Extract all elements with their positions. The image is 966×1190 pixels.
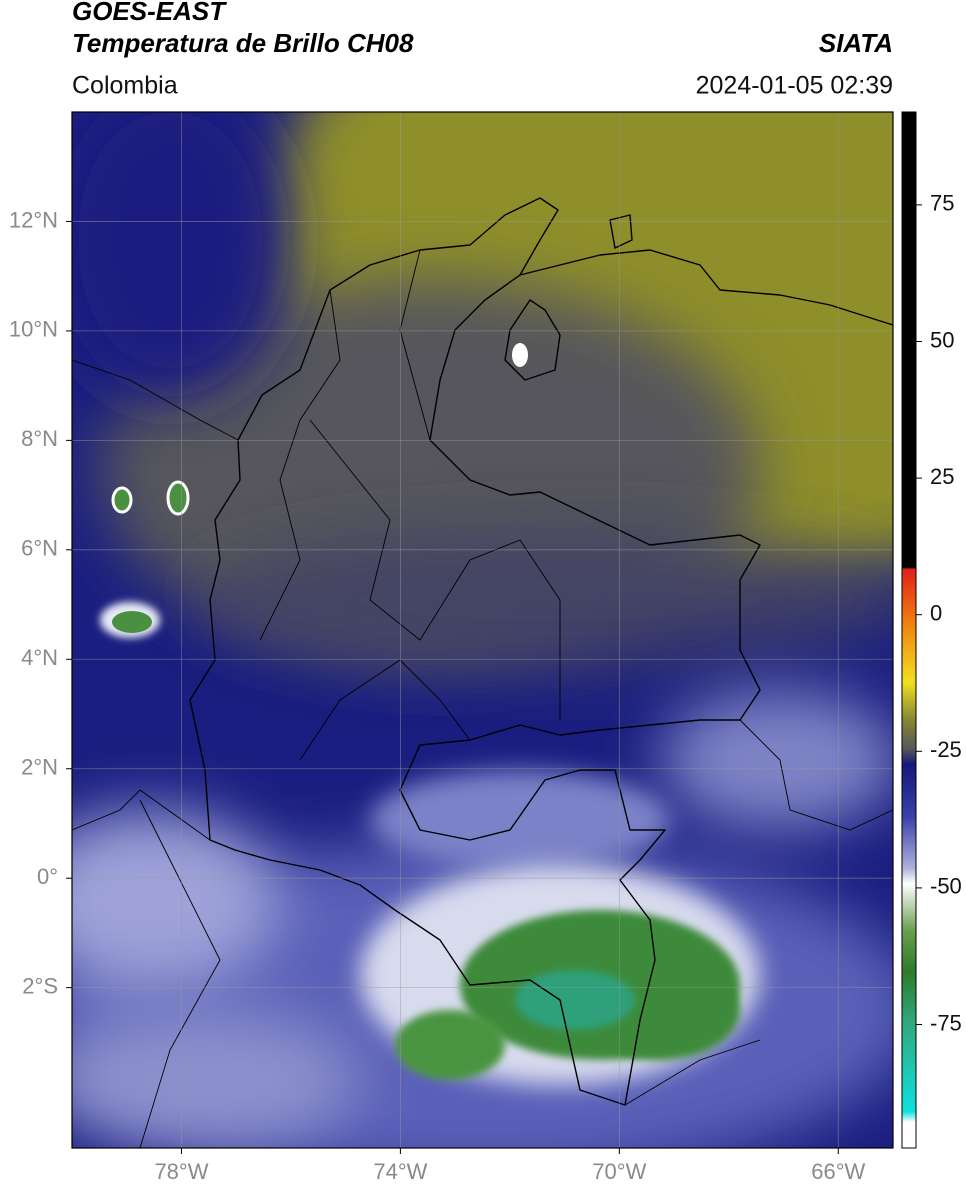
colorbar-label: 0 (930, 601, 942, 626)
lat-label: 0° (37, 864, 58, 889)
lon-label: 74°W (373, 1159, 427, 1184)
lat-label: 6°N (21, 536, 58, 561)
colorbar-label: -50 (930, 874, 962, 899)
lat-label: 4°N (21, 645, 58, 670)
source: SIATA (819, 28, 893, 58)
lat-label: 8°N (21, 426, 58, 451)
lat-label: 12°N (9, 207, 58, 232)
lon-label: 70°W (592, 1159, 646, 1184)
colorbar (901, 111, 917, 1149)
title: GOES-EAST (72, 0, 227, 26)
colorbar-label: -75 (930, 1010, 962, 1035)
colorbar-label: 50 (930, 327, 954, 352)
satellite-image (72, 112, 893, 1148)
lat-label: 2°N (21, 755, 58, 780)
datetime: 2024-01-05 02:39 (696, 72, 893, 100)
region: Colombia (72, 72, 178, 100)
lat-label: 10°N (9, 317, 58, 342)
subtitle: Temperatura de Brillo CH08 (72, 28, 414, 58)
lat-label: 2°S (22, 973, 58, 998)
colorbar-label: 25 (930, 464, 954, 489)
map-frame (71, 111, 894, 1149)
lon-label: 78°W (154, 1159, 208, 1184)
lon-label: 66°W (811, 1159, 865, 1184)
colorbar-label: -25 (930, 737, 962, 762)
graticule (72, 112, 893, 1148)
colorbar-label: 75 (930, 191, 954, 216)
